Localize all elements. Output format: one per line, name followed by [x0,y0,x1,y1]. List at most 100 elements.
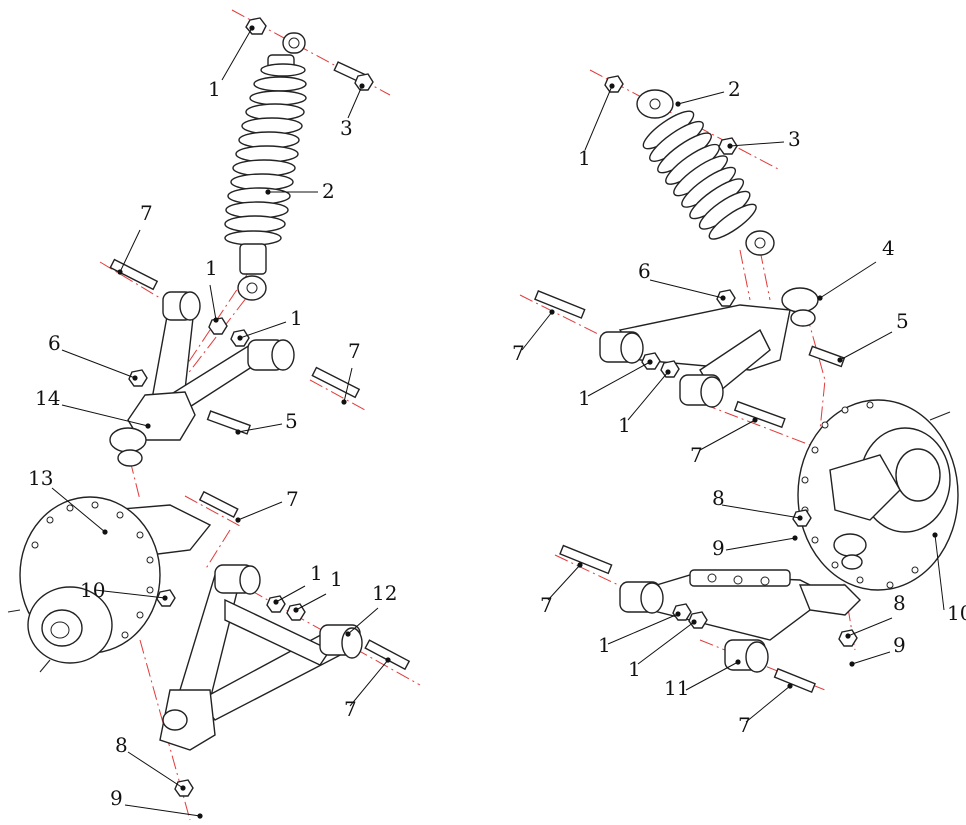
leader-line [221,27,253,81]
leader-line [237,423,283,433]
leader-dot [132,375,138,381]
leader-dot [293,607,299,613]
right-assembly [519,69,959,694]
callout-right-10: 10 [932,532,966,625]
callout-left-7: 7 [341,339,361,405]
leader-dot [273,599,279,605]
callout-number: 2 [322,179,335,203]
callout-right-6: 6 [638,259,726,301]
leader-dot [932,532,938,538]
left-assembly [7,9,421,821]
left-brake-disc [7,496,161,673]
leader-dot [197,813,203,819]
left-nuts-upper [128,317,250,387]
callout-number: 6 [638,259,651,283]
callout-left-3: 3 [340,83,365,140]
leader-dot [849,661,855,667]
callout-number: 7 [540,593,553,617]
callout-number: 8 [712,486,725,510]
callout-number: 10 [80,578,105,602]
right-bolt-5 [808,345,846,368]
callout-number: 10 [947,601,966,625]
callout-number: 7 [512,341,525,365]
callout-number: 8 [115,733,128,757]
callout-left-2: 2 [265,179,335,203]
callout-number: 7 [738,713,751,737]
callout-left-9: 9 [110,786,203,819]
leader-dot [180,785,186,791]
right-bolt-upper-rear [733,400,786,429]
leader-dot [145,423,151,429]
callout-number: 4 [882,236,895,260]
leader-line [61,349,136,379]
leader-dot [235,517,241,523]
left-bolt-lower-rear [364,639,411,671]
leader-line [275,585,306,603]
leader-line [685,661,739,691]
leader-dot [117,269,123,275]
leader-line [649,279,724,299]
callout-right-7: 7 [512,309,555,365]
leader-dot [845,633,851,639]
leader-dot [787,683,793,689]
callout-number: 7 [140,201,153,225]
leader-dot [102,529,108,535]
callout-left-1: 1 [293,567,343,613]
left-nut-top [245,17,267,35]
leader-dot [577,562,583,568]
leader-dot [675,101,681,107]
callout-number: 7 [348,339,361,363]
leader-line [295,593,327,611]
leader-dot [735,659,741,665]
leader-dot [249,25,255,31]
callout-number: 5 [285,409,298,433]
right-spring [642,110,757,240]
callout-number: 9 [712,536,725,560]
left-bolt-upper-rear [311,366,361,399]
leader-line [627,371,669,421]
callout-right-2: 2 [675,77,741,107]
leader-line [677,91,725,105]
leader-line [547,564,581,601]
leader-line [347,85,363,119]
callout-number: 1 [208,77,221,101]
callout-right-8: 8 [712,486,803,521]
callout-left-1: 1 [273,561,323,605]
callout-number: 13 [28,466,53,490]
leader-line [839,331,893,361]
callout-left-12: 12 [345,581,397,637]
leader-dot [817,295,823,301]
callout-number: 1 [618,413,631,437]
leader-line [637,621,695,665]
callout-left-5: 5 [235,409,298,435]
callout-left-7: 7 [235,487,299,523]
right-nut-top [604,75,738,155]
callout-number: 1 [205,256,218,280]
callout-number: 1 [598,633,611,657]
left-bolt-upper-front [109,258,159,291]
callout-number: 11 [664,676,689,700]
leader-line [124,804,201,817]
callout-right-1: 1 [628,619,697,681]
left-shock-absorber [224,32,307,301]
callout-left-6: 6 [48,331,138,381]
leader-line [587,361,651,397]
leader-dot [797,515,803,521]
leader-line [347,607,379,635]
leader-dot [341,399,347,405]
leader-dot [237,335,243,341]
leader-dot [720,295,726,301]
leader-dot [837,357,843,363]
leader-dot [675,611,681,617]
leader-dot [752,417,758,423]
leader-dot [792,535,798,541]
callout-left-1: 1 [237,306,303,341]
callout-number: 9 [110,786,123,810]
leader-line [239,321,287,339]
right-bolt-lower-rear [773,667,816,694]
callout-number: 1 [290,306,303,330]
callout-right-9: 9 [849,633,906,667]
leader-line [343,367,353,403]
callout-number: 6 [48,331,61,355]
callout-number: 1 [578,146,591,170]
